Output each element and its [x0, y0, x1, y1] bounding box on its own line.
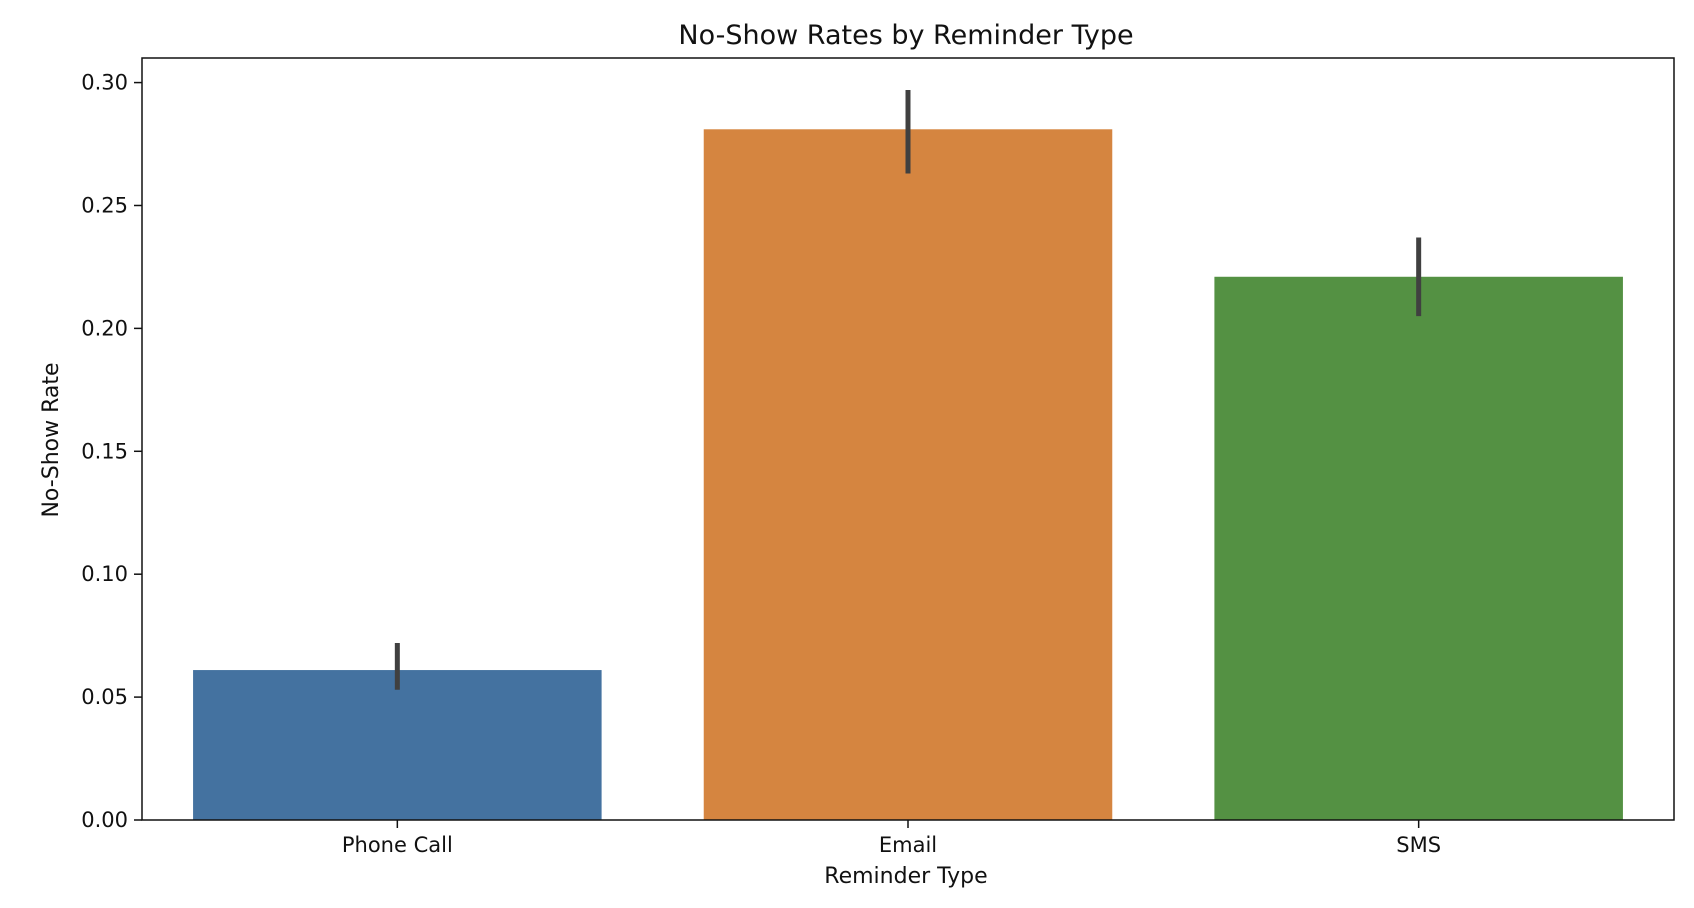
x-tick-label: SMS [1396, 833, 1441, 857]
y-tick-label: 0.30 [81, 71, 128, 95]
y-tick-label: 0.10 [81, 562, 128, 586]
x-tick-label: Phone Call [342, 833, 453, 857]
plot-frame [141, 57, 1675, 821]
bar-sms [1214, 276, 1623, 821]
chart-title: No-Show Rates by Reminder Type [678, 20, 1133, 51]
y-tick-label: 0.05 [81, 685, 128, 709]
y-axis-label: No-Show Rate [39, 362, 64, 517]
y-tick-label: 0.15 [81, 439, 128, 463]
bar-phone-call [193, 670, 602, 820]
plot-area: Phone Call Email SMS 0.00 0.05 0.10 0.15 0.20 0.… [81, 57, 1675, 857]
bar-email [703, 129, 1113, 820]
x-axis-label: Reminder Type [824, 864, 987, 889]
y-tick-label: 0.25 [81, 193, 128, 217]
y-tick-label: 0.00 [81, 808, 128, 832]
y-tick-label: 0.20 [81, 316, 128, 340]
x-tick-label: Email [879, 833, 937, 857]
